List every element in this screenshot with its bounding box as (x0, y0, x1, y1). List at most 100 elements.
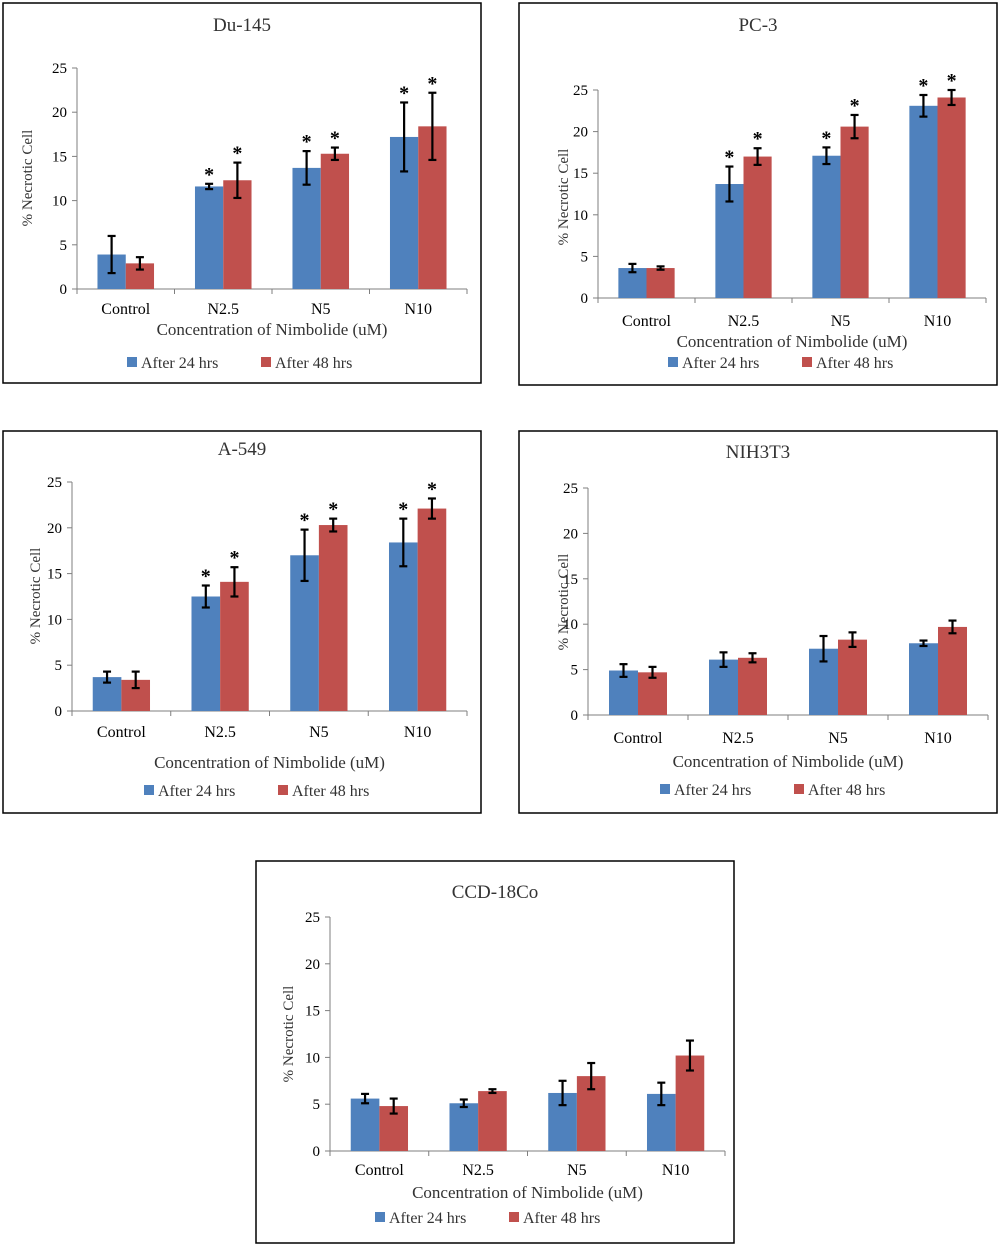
x-tick-label-control: Control (622, 313, 671, 330)
chart-svg: CCD-18Co 0 5 10 15 20 25 % Necrotic Cell Control… (255, 860, 735, 1244)
x-tick-label-n10: N10 (404, 724, 432, 741)
bar-after-48-hrs-n2-5 (738, 657, 767, 715)
y-tick-label: 0 (581, 291, 589, 307)
legend-label-after-24-hrs: After 24 hrs (674, 782, 751, 799)
significance-marker: * (232, 143, 242, 165)
x-axis-label: Concentration of Nimbolide (uM) (673, 752, 904, 771)
chart-panel-a549: A-549 0 5 10 15 20 25 % Necrotic Cell Control N2.… (2, 430, 482, 814)
y-axis-label: % Necrotic Cell (20, 130, 36, 227)
chart-panel-ccd18co: CCD-18Co 0 5 10 15 20 25 % Necrotic Cell Control… (255, 860, 735, 1244)
significance-marker: * (330, 128, 340, 150)
y-tick-label: 5 (581, 249, 589, 265)
x-tick-label-n2-5: N2.5 (462, 1162, 494, 1179)
y-axis-label: % Necrotic Cell (556, 554, 572, 651)
legend-label-after-24-hrs: After 24 hrs (682, 355, 759, 372)
significance-marker: * (328, 499, 338, 521)
y-tick-label: 10 (573, 208, 588, 224)
y-tick-label: 20 (47, 521, 62, 537)
y-axis-label: % Necrotic Cell (28, 548, 44, 645)
bar-after-48-hrs-n5 (320, 153, 350, 289)
bar-after-24-hrs-n10 (388, 542, 418, 711)
y-tick-label: 5 (60, 238, 68, 254)
bar-after-48-hrs-n10 (938, 626, 967, 715)
chart-frame (255, 860, 735, 1244)
x-tick-label-n10: N10 (662, 1162, 690, 1179)
bar-after-24-hrs-n5 (292, 167, 321, 289)
x-tick-label-n5: N5 (309, 724, 329, 741)
bar-after-24-hrs-n2-5 (449, 1103, 479, 1151)
bar-after-24-hrs-n2-5 (709, 659, 738, 715)
bar-after-48-hrs-control (638, 672, 667, 715)
x-tick-label-n5: N5 (311, 301, 331, 318)
significance-marker: * (201, 566, 211, 588)
legend-label-after-48-hrs: After 48 hrs (292, 783, 369, 800)
x-axis-label: Concentration of Nimbolide (uM) (154, 753, 385, 772)
y-tick-label: 20 (305, 957, 320, 973)
x-tick-label-n2-5: N2.5 (722, 730, 754, 747)
bar-after-48-hrs-n10 (417, 508, 447, 711)
y-tick-label: 0 (571, 708, 579, 724)
legend-label-after-24-hrs: After 24 hrs (158, 783, 235, 800)
x-tick-label-n2-5: N2.5 (207, 301, 239, 318)
y-tick-label: 15 (563, 572, 578, 588)
bar-after-24-hrs-n2-5 (715, 184, 744, 298)
y-tick-label: 0 (60, 282, 68, 298)
legend-swatch-after-48-hrs (278, 785, 288, 795)
y-tick-label: 25 (563, 481, 578, 497)
legend-swatch-after-24-hrs (127, 357, 137, 367)
bar-after-48-hrs-control (646, 268, 675, 298)
chart-svg: PC-3 0 5 10 15 20 25 % Necrotic Cell Control N2.5… (518, 2, 998, 386)
bar-after-48-hrs-n2-5 (220, 581, 249, 711)
chart-title: A-549 (218, 439, 267, 460)
x-tick-label-control: Control (97, 724, 146, 741)
bar-after-48-hrs-n10 (937, 97, 966, 298)
legend-swatch-after-24-hrs (375, 1212, 385, 1222)
legend-swatch-after-24-hrs (144, 785, 154, 795)
bar-after-24-hrs-n5 (812, 155, 841, 298)
significance-marker: * (947, 70, 957, 92)
y-tick-label: 5 (313, 1097, 321, 1113)
legend-label-after-24-hrs: After 24 hrs (389, 1210, 466, 1227)
significance-marker: * (918, 75, 928, 97)
bar-after-48-hrs-n5 (840, 126, 869, 298)
chart-title: CCD-18Co (452, 882, 539, 903)
y-tick-label: 25 (47, 475, 62, 491)
x-tick-label-n2-5: N2.5 (728, 313, 760, 330)
y-tick-label: 10 (47, 612, 62, 628)
bar-after-48-hrs-n5 (318, 525, 348, 711)
y-tick-label: 10 (563, 617, 578, 633)
significance-marker: * (229, 547, 239, 569)
y-tick-label: 15 (305, 1004, 320, 1020)
x-tick-label-control: Control (101, 301, 150, 318)
legend-label-after-48-hrs: After 48 hrs (816, 355, 893, 372)
y-tick-label: 25 (305, 910, 320, 926)
x-tick-label-n5: N5 (828, 730, 848, 747)
legend-swatch-after-24-hrs (668, 357, 678, 367)
x-axis-label: Concentration of Nimbolide (uM) (677, 332, 908, 351)
x-axis-label: Concentration of Nimbolide (uM) (157, 320, 388, 339)
y-tick-label: 15 (47, 567, 62, 583)
significance-marker: * (302, 131, 312, 153)
chart-frame (518, 430, 998, 814)
legend-label-after-24-hrs: After 24 hrs (141, 355, 218, 372)
y-tick-label: 15 (573, 166, 588, 182)
y-tick-label: 15 (52, 149, 67, 165)
chart-title: NIH3T3 (726, 442, 790, 463)
y-tick-label: 10 (52, 194, 67, 210)
bar-after-24-hrs-control (350, 1098, 380, 1151)
y-tick-label: 20 (573, 125, 588, 141)
chart-title: Du-145 (213, 15, 271, 36)
x-tick-label-n5: N5 (831, 313, 851, 330)
chart-panel-du145: Du-145 0 5 10 15 20 25 % Necrotic Cell Control N2… (2, 2, 482, 384)
legend-swatch-after-48-hrs (802, 357, 812, 367)
significance-marker: * (204, 164, 214, 186)
significance-marker: * (724, 147, 734, 169)
legend-swatch-after-24-hrs (660, 784, 670, 794)
bar-after-48-hrs-n2-5 (743, 156, 772, 298)
significance-marker: * (398, 499, 408, 521)
x-tick-label-control: Control (355, 1162, 404, 1179)
chart-svg: NIH3T3 0 5 10 15 20 25 % Necrotic Cell Control N2… (518, 430, 998, 814)
y-axis-label: % Necrotic Cell (281, 986, 297, 1083)
y-tick-label: 5 (571, 663, 579, 679)
y-axis-label: % Necrotic Cell (556, 149, 572, 246)
